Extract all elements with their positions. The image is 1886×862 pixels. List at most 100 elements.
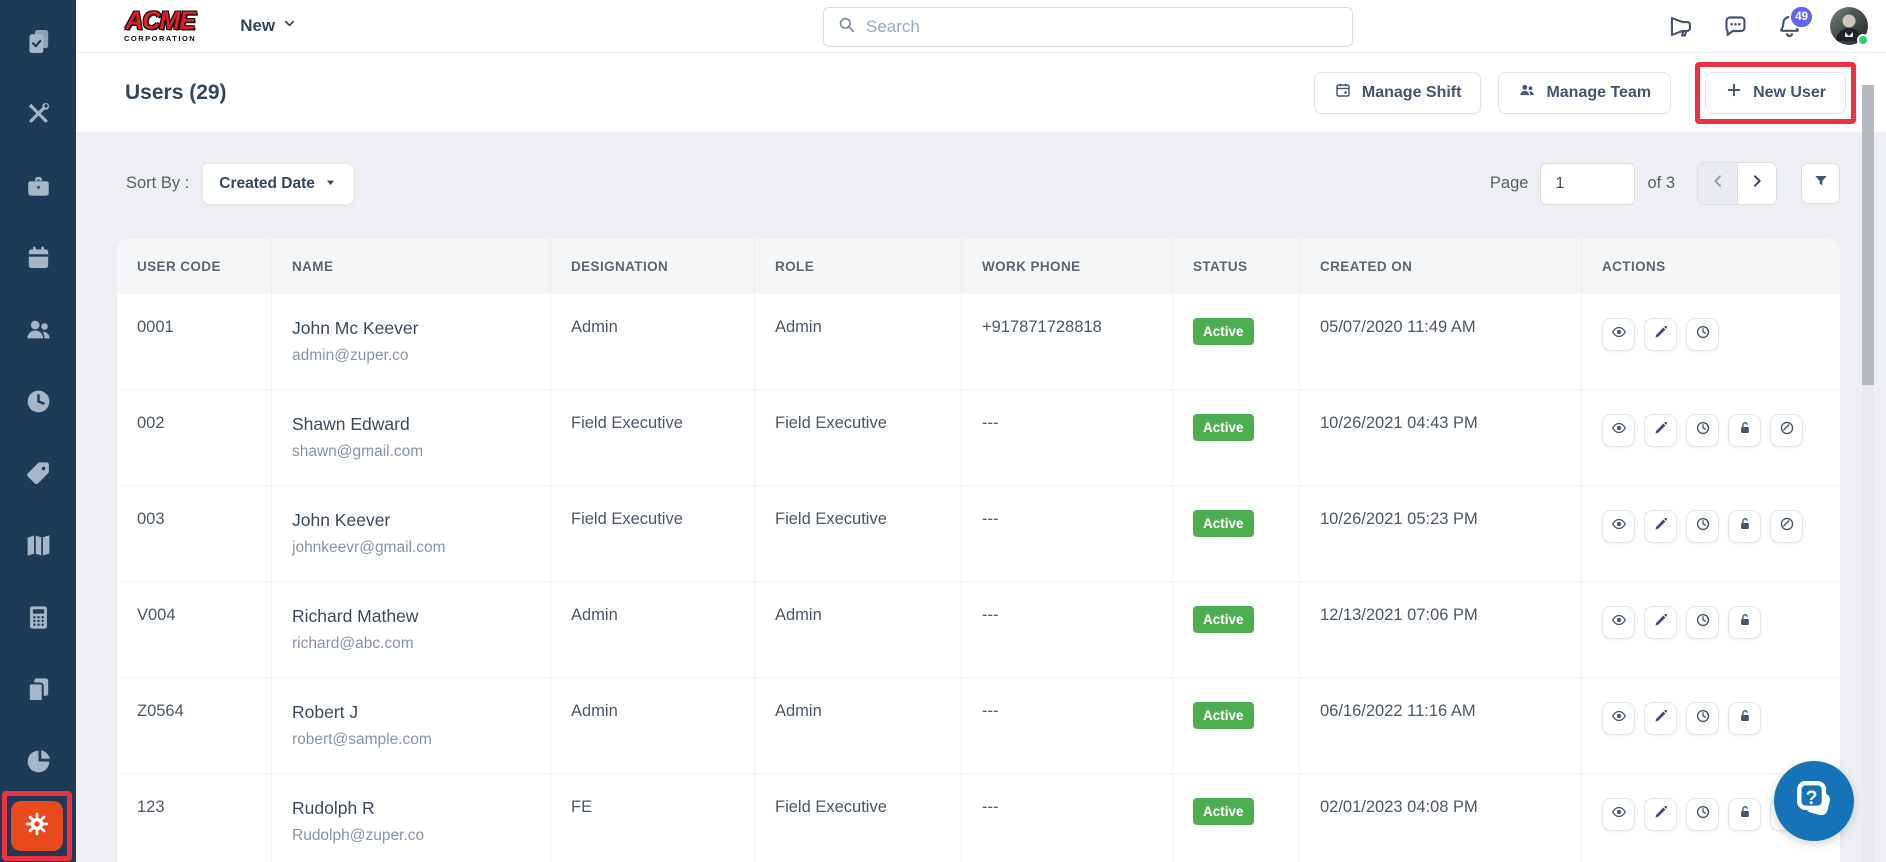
deactivate-user-button[interactable] xyxy=(1770,510,1803,543)
manage-shift-button[interactable]: Manage Shift xyxy=(1313,71,1482,114)
sidebar-item-tools[interactable] xyxy=(16,94,60,138)
next-page-button[interactable] xyxy=(1737,163,1776,204)
table-row: 123 Rudolph R Rudolph@zuper.co FE Field … xyxy=(117,773,1840,862)
work-phone-cell: +917871728818 xyxy=(962,294,1173,389)
eye-icon xyxy=(1611,708,1627,729)
chevron-left-icon xyxy=(1710,173,1726,194)
messages-button[interactable] xyxy=(1722,13,1749,40)
reset-password-button[interactable] xyxy=(1728,414,1761,447)
eye-icon xyxy=(1611,420,1627,441)
user-history-button[interactable] xyxy=(1686,414,1719,447)
plus-icon xyxy=(1725,81,1743,104)
designation-cell: Field Executive xyxy=(551,390,755,485)
user-history-button[interactable] xyxy=(1686,606,1719,639)
column-header: NAME xyxy=(272,239,551,294)
sidebar-item-calculator[interactable] xyxy=(16,598,60,642)
edit-user-button[interactable] xyxy=(1644,606,1677,639)
vertical-scrollbar[interactable] xyxy=(1862,85,1874,862)
actions-cell xyxy=(1582,486,1840,581)
edit-user-button[interactable] xyxy=(1644,798,1677,831)
clock-filled-icon xyxy=(24,387,53,421)
actions-cell xyxy=(1582,678,1840,773)
view-user-button[interactable] xyxy=(1602,414,1635,447)
work-phone-cell: --- xyxy=(962,486,1173,581)
user-avatar[interactable] xyxy=(1830,7,1869,46)
name-cell: John Mc Keever admin@zuper.co xyxy=(272,294,551,389)
search-input[interactable] xyxy=(866,17,1339,37)
pencil-icon xyxy=(1653,324,1669,345)
created-on-cell: 12/13/2021 07:06 PM xyxy=(1300,582,1582,677)
notifications-button[interactable]: 49 xyxy=(1776,4,1814,40)
work-phone-cell: --- xyxy=(962,390,1173,485)
sidebar-item-calendar-filled[interactable] xyxy=(16,238,60,282)
bell-icon xyxy=(1776,15,1803,44)
reset-password-button[interactable] xyxy=(1728,798,1761,831)
view-user-button[interactable] xyxy=(1602,702,1635,735)
name-cell: Shawn Edward shawn@gmail.com xyxy=(272,390,551,485)
ban-icon xyxy=(1779,420,1795,441)
reset-password-button[interactable] xyxy=(1728,702,1761,735)
new-menu-dropdown[interactable]: New xyxy=(240,16,297,36)
sort-dropdown[interactable]: Created Date xyxy=(202,162,354,205)
sidebar-item-tag[interactable] xyxy=(16,454,60,498)
sidebar-item-people[interactable] xyxy=(16,310,60,354)
user-code-cell: 0001 xyxy=(117,294,272,389)
status-cell: Active xyxy=(1173,390,1300,485)
user-email: admin@zuper.co xyxy=(292,347,409,364)
sidebar-item-briefcase[interactable] xyxy=(16,166,60,210)
sidebar-item-pie-chart[interactable] xyxy=(16,742,60,786)
edit-user-button[interactable] xyxy=(1644,510,1677,543)
sidebar-item-documents[interactable] xyxy=(16,670,60,714)
view-user-button[interactable] xyxy=(1602,606,1635,639)
work-phone-cell: --- xyxy=(962,582,1173,677)
user-history-button[interactable] xyxy=(1686,318,1719,351)
edit-user-button[interactable] xyxy=(1644,318,1677,351)
svg-text:?: ? xyxy=(1806,787,1818,808)
edit-user-button[interactable] xyxy=(1644,414,1677,447)
view-user-button[interactable] xyxy=(1602,798,1635,831)
pencil-icon xyxy=(1653,708,1669,729)
sidebar-item-clipboard-check[interactable] xyxy=(16,22,60,66)
sidebar-item-settings[interactable] xyxy=(11,801,63,851)
column-header: ROLE xyxy=(755,239,962,294)
edit-user-button[interactable] xyxy=(1644,702,1677,735)
reset-password-button[interactable] xyxy=(1728,510,1761,543)
user-history-button[interactable] xyxy=(1686,798,1719,831)
brand-subtitle: CORPORATION xyxy=(124,34,197,44)
sidebar-item-map[interactable] xyxy=(16,526,60,570)
pager-group xyxy=(1697,162,1777,205)
reset-password-button[interactable] xyxy=(1728,606,1761,639)
previous-page-button[interactable] xyxy=(1698,163,1737,204)
user-history-button[interactable] xyxy=(1686,702,1719,735)
calculator-icon xyxy=(24,603,53,637)
clock-icon xyxy=(1695,420,1711,441)
new-menu-label: New xyxy=(240,16,276,35)
name-cell: John Keever johnkeevr@gmail.com xyxy=(272,486,551,581)
announcements-button[interactable] xyxy=(1668,13,1695,40)
chat-icon xyxy=(1722,15,1749,44)
view-user-button[interactable] xyxy=(1602,318,1635,351)
manage-team-button[interactable]: Manage Team xyxy=(1498,71,1672,114)
lock-icon xyxy=(1737,708,1753,729)
scrollbar-thumb[interactable] xyxy=(1862,85,1874,385)
status-badge: Active xyxy=(1193,606,1254,633)
filter-button[interactable] xyxy=(1801,163,1840,204)
user-name: Richard Mathew xyxy=(292,606,419,626)
deactivate-user-button[interactable] xyxy=(1770,414,1803,447)
user-history-button[interactable] xyxy=(1686,510,1719,543)
role-cell: Field Executive xyxy=(755,390,962,485)
designation-cell: Admin xyxy=(551,678,755,773)
new-user-button[interactable]: New User xyxy=(1705,71,1846,114)
view-user-button[interactable] xyxy=(1602,510,1635,543)
status-cell: Active xyxy=(1173,678,1300,773)
created-on-cell: 06/16/2022 11:16 AM xyxy=(1300,678,1582,773)
table-row: V004 Richard Mathew richard@abc.com Admi… xyxy=(117,581,1840,677)
help-fab-button[interactable]: ? xyxy=(1774,761,1854,841)
user-code-cell: 003 xyxy=(117,486,272,581)
pencil-icon xyxy=(1653,516,1669,537)
users-table: USER CODE NAME DESIGNATION ROLE WORK PHONE ST… xyxy=(117,239,1840,862)
sidebar-item-clock-filled[interactable] xyxy=(16,382,60,426)
gear-icon xyxy=(23,810,51,843)
page-number-input[interactable] xyxy=(1540,162,1636,205)
created-on-cell: 02/01/2023 04:08 PM xyxy=(1300,774,1582,862)
